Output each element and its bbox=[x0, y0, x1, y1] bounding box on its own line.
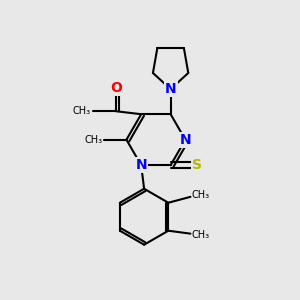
Text: N: N bbox=[165, 82, 176, 96]
Text: N: N bbox=[179, 133, 191, 147]
Text: CH₃: CH₃ bbox=[85, 135, 103, 145]
Text: CH₃: CH₃ bbox=[73, 106, 91, 116]
Text: CH₃: CH₃ bbox=[192, 190, 210, 200]
Text: CH₃: CH₃ bbox=[192, 230, 210, 240]
Text: O: O bbox=[110, 81, 122, 95]
Text: N: N bbox=[135, 158, 147, 172]
Text: S: S bbox=[192, 158, 202, 172]
